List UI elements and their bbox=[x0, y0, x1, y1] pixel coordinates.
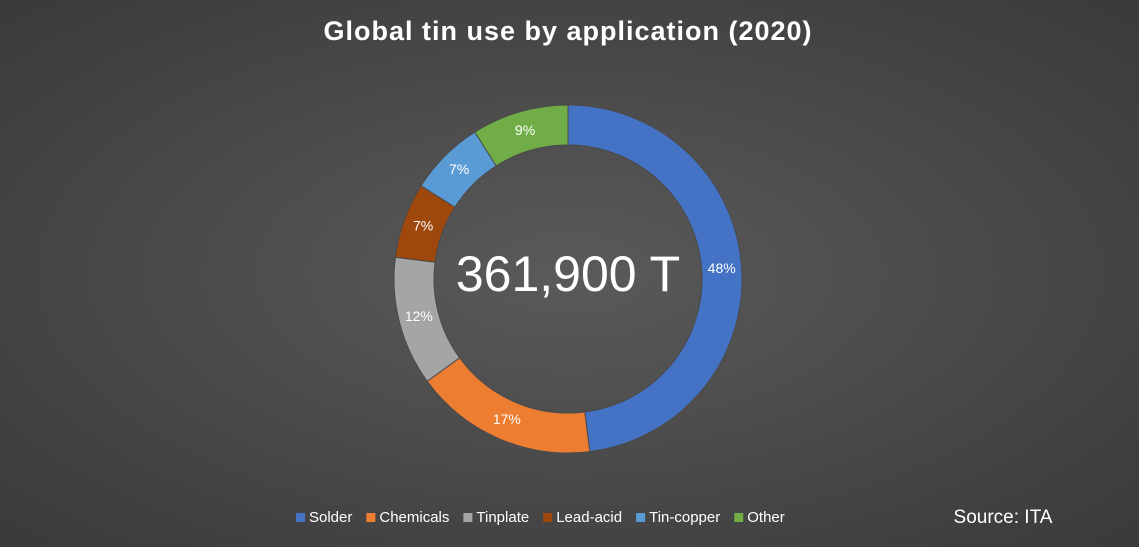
legend-swatch bbox=[296, 513, 305, 522]
chart-title: Global tin use by application (2020) bbox=[323, 16, 812, 46]
legend-label: Other bbox=[747, 509, 785, 526]
value-label: 7% bbox=[449, 161, 469, 177]
donut-segment bbox=[567, 104, 743, 453]
value-label: 7% bbox=[413, 218, 433, 234]
legend-label: Chemicals bbox=[379, 509, 449, 526]
legend-swatch bbox=[543, 513, 553, 522]
legend-label: Solder bbox=[309, 509, 352, 526]
legend-label: Tinplate bbox=[476, 509, 529, 526]
legend-swatch bbox=[463, 513, 473, 522]
legend-label: Lead-acid bbox=[556, 509, 622, 526]
legend-label: Tin-copper bbox=[649, 509, 720, 526]
legend-swatch bbox=[734, 513, 744, 522]
center-label: 361,900 T bbox=[456, 246, 680, 302]
legend-swatch bbox=[636, 513, 646, 522]
donut-segment bbox=[474, 104, 569, 167]
value-label: 12% bbox=[405, 308, 433, 324]
value-label: 17% bbox=[493, 411, 521, 427]
legend-swatch bbox=[366, 513, 376, 522]
value-label: 9% bbox=[515, 122, 535, 138]
legend: Solder Chemicals Tinplate Lead-acid Tin-copp… bbox=[296, 509, 785, 526]
value-label: 48% bbox=[708, 260, 736, 276]
source: Source: ITA bbox=[954, 507, 1053, 528]
